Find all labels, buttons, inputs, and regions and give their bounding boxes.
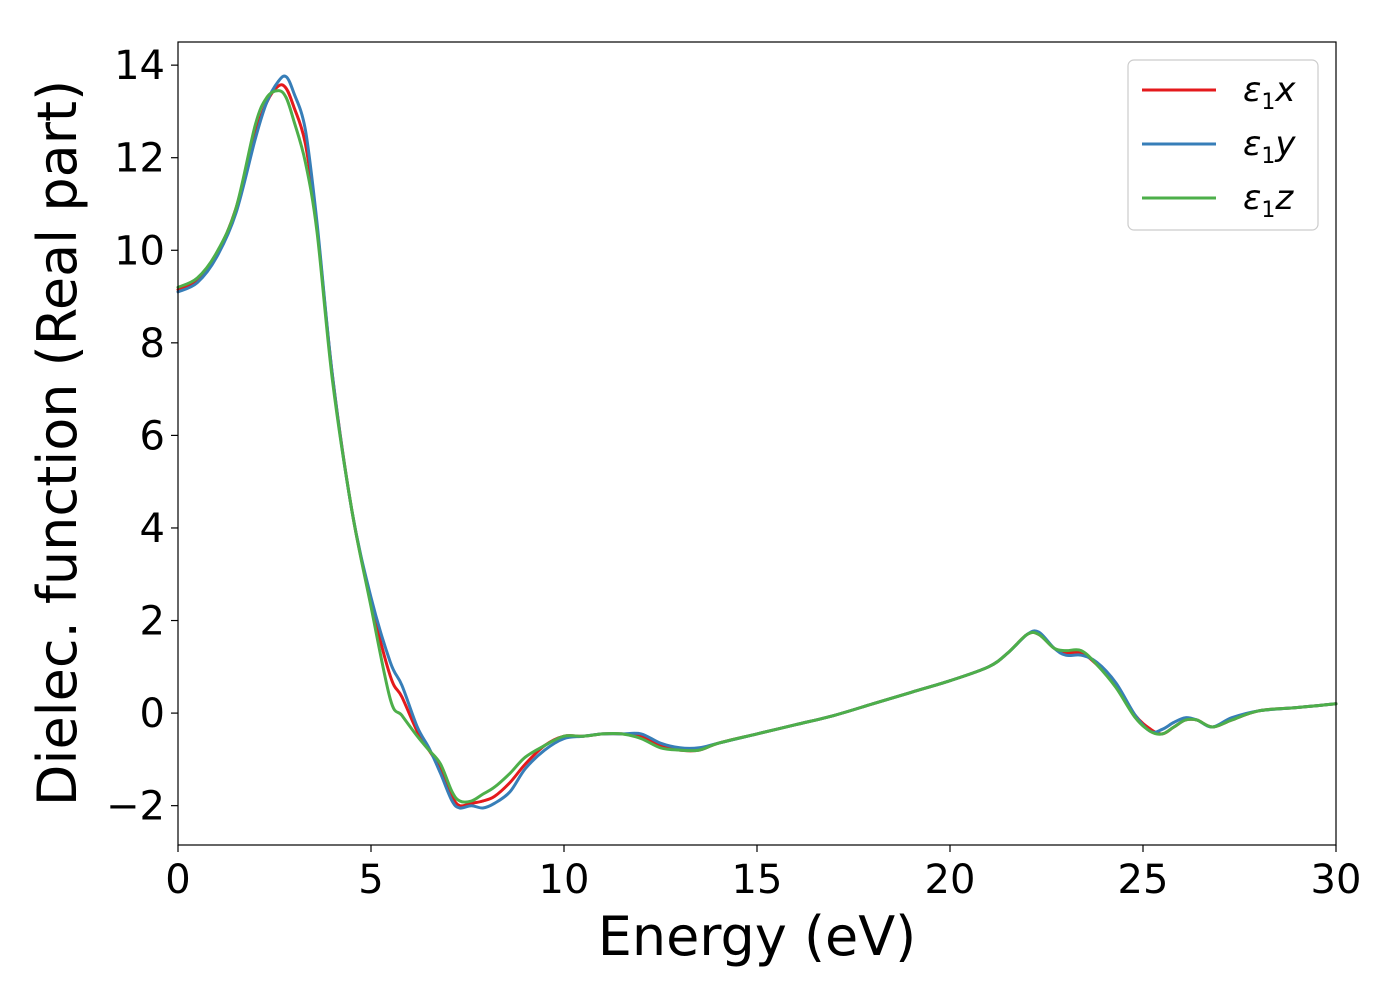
y-tick-label: 8 [140, 321, 165, 367]
y-tick-label: 12 [114, 136, 165, 182]
x-axis-ticks: 0 5 10 15 20 25 30 [165, 845, 1361, 903]
y-axis-ticks: −2 0 2 4 6 8 10 12 14 [106, 43, 178, 830]
x-tick-label: 20 [925, 857, 976, 903]
x-tick-label: 30 [1311, 857, 1362, 903]
y-axis-title: Dielec. function (Real part) [26, 80, 89, 806]
legend-label-z: ε1z [1243, 178, 1294, 223]
series-line-z [176, 89, 1338, 804]
x-tick-label: 15 [732, 857, 783, 903]
y-tick-label: 10 [114, 228, 165, 274]
y-tick-label: 0 [140, 691, 165, 737]
legend-label-x: ε1x [1243, 70, 1296, 115]
series-layer [176, 74, 1338, 810]
x-tick-label: 5 [358, 857, 383, 903]
y-tick-label: 14 [114, 43, 165, 89]
y-tick-label: 6 [140, 413, 165, 459]
legend-frame [1127, 59, 1319, 231]
legend-label-y: ε1y [1243, 124, 1296, 169]
x-tick-label: 25 [1118, 857, 1169, 903]
x-tick-label: 0 [165, 857, 190, 903]
x-axis-title: Energy (eV) [598, 905, 917, 968]
y-tick-label: 4 [140, 506, 165, 552]
y-tick-label: −2 [106, 784, 165, 830]
x-tick-label: 10 [539, 857, 590, 903]
legend: ε1x ε1y ε1z [1127, 59, 1319, 231]
y-tick-label: 2 [140, 599, 165, 645]
